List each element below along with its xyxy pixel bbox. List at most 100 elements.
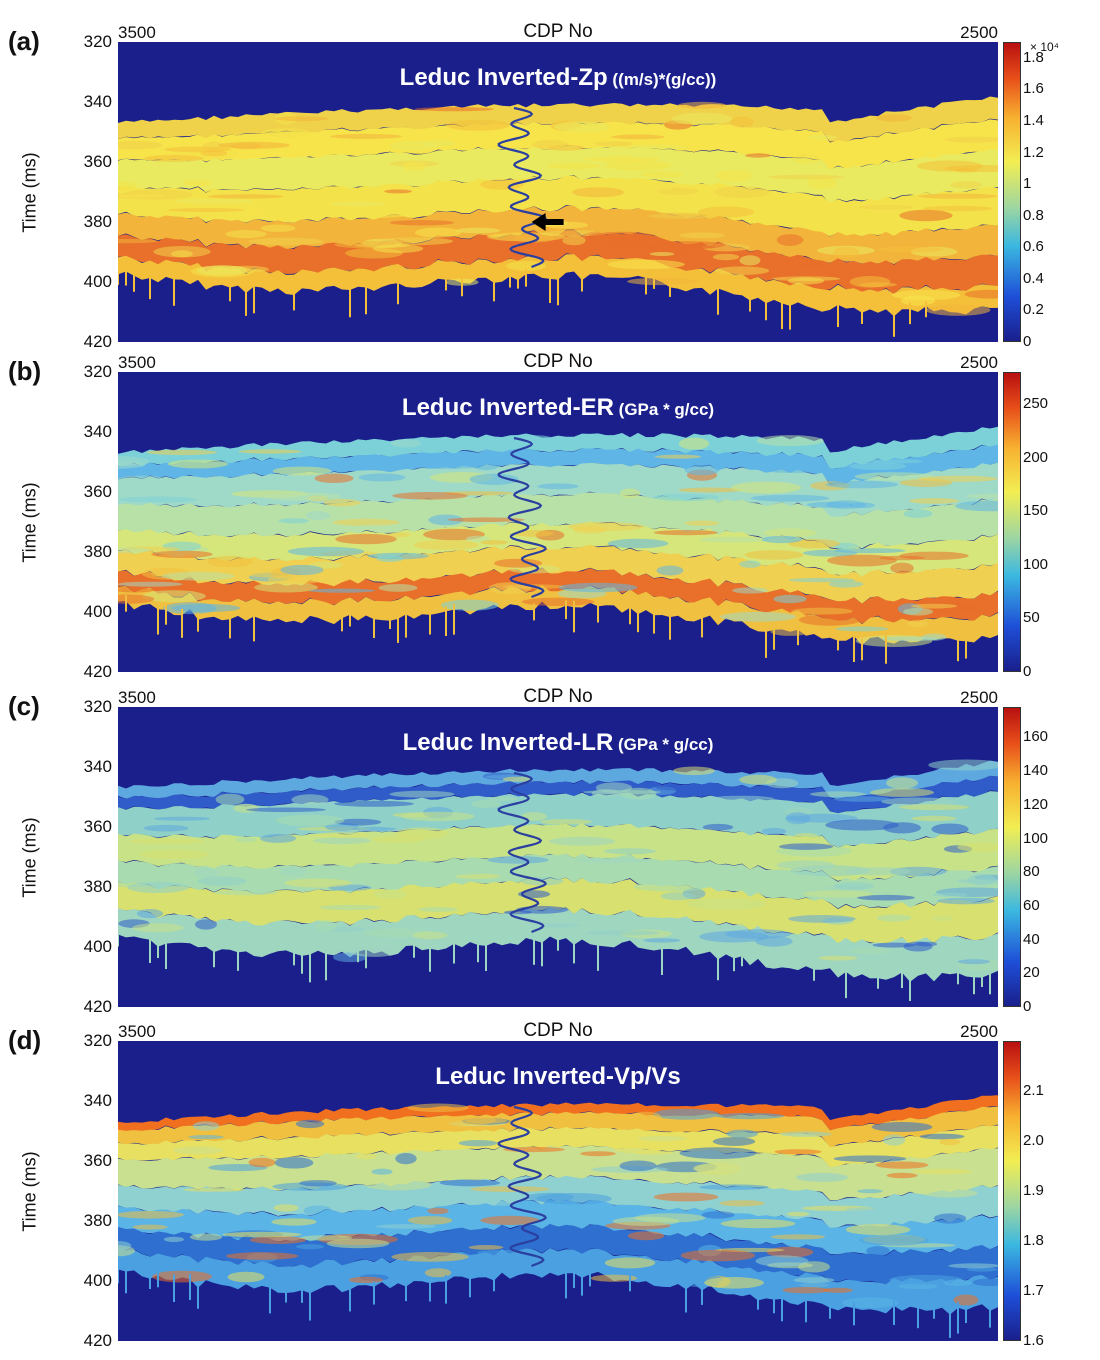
texture-blob — [521, 597, 595, 606]
texture-blob — [770, 627, 810, 636]
texture-blob — [358, 473, 406, 482]
texture-blob — [296, 1244, 324, 1250]
texture-blob — [692, 1163, 744, 1174]
texture-blob — [455, 1191, 517, 1199]
colorbar-tick-label: 1.9 — [1023, 1182, 1044, 1199]
texture-blob — [854, 472, 934, 481]
texture-blob — [917, 160, 983, 172]
layer-band — [118, 254, 998, 317]
texture-blob — [679, 1147, 757, 1159]
texture-blob — [514, 530, 554, 537]
y-tick-label: 360 — [83, 817, 112, 836]
texture-blob — [395, 1153, 417, 1165]
texture-blob — [572, 187, 624, 198]
texture-blob — [825, 480, 899, 489]
texture-blob — [189, 1233, 223, 1241]
texture-blob — [390, 439, 422, 448]
y-tick-label: 340 — [83, 422, 112, 441]
texture-blob — [607, 259, 685, 270]
texture-blob — [643, 938, 681, 943]
colorbar-tick-label: 1.7 — [1023, 1282, 1044, 1299]
x-tick-label: 3500 — [118, 688, 156, 707]
colorbar-tick-label: 0 — [1023, 998, 1032, 1015]
texture-blob — [262, 492, 342, 501]
colorbar-tick-label: 1 — [1023, 175, 1032, 193]
colorbar-tick-label: 40 — [1023, 930, 1040, 948]
texture-blob — [485, 1197, 519, 1206]
texture-blob — [833, 246, 859, 259]
texture-blob — [384, 189, 412, 194]
texture-blob — [433, 867, 491, 875]
texture-blob — [791, 607, 853, 615]
x-tick-label: 2500 — [960, 353, 998, 372]
colorbar-tick-label: 0 — [1023, 663, 1032, 680]
texture-blob — [118, 1211, 184, 1219]
texture-blob — [233, 803, 259, 813]
y-axis-title: Time (ms) — [19, 152, 40, 233]
texture-blob — [857, 1189, 883, 1194]
texture-blob — [192, 1121, 220, 1131]
texture-blob — [944, 136, 998, 143]
texture-blob — [385, 532, 411, 538]
texture-blob — [818, 955, 858, 961]
texture-blob — [439, 1179, 501, 1187]
colorbar-tick-label: 1.8 — [1023, 1232, 1044, 1249]
x-tick-label: 3500 — [118, 353, 156, 372]
texture-blob — [275, 814, 345, 827]
texture-blob — [587, 231, 657, 243]
y-tick-label: 340 — [83, 757, 112, 776]
texture-blob — [714, 186, 770, 198]
texture-blob — [796, 1172, 848, 1182]
texture-blob — [763, 468, 833, 473]
panel-title: Leduc Inverted-LR (GPa * g/cc) — [118, 729, 998, 757]
colorbar — [1003, 707, 1021, 1007]
texture-blob — [677, 101, 727, 109]
texture-blob — [761, 827, 787, 835]
texture-blob — [827, 554, 897, 567]
y-tick-label: 420 — [83, 662, 112, 681]
texture-blob — [164, 146, 232, 153]
texture-blob — [730, 116, 754, 128]
texture-blob — [118, 181, 138, 191]
texture-blob — [733, 918, 767, 927]
texture-blob — [487, 856, 549, 864]
texture-blob — [446, 119, 510, 131]
colorbar — [1003, 1041, 1021, 1341]
texture-blob — [726, 807, 758, 819]
texture-blob — [833, 882, 875, 890]
texture-blob — [957, 959, 991, 965]
texture-blob — [455, 873, 501, 879]
texture-blob — [881, 797, 955, 806]
layer-band — [118, 96, 998, 142]
texture-blob — [425, 166, 483, 172]
texture-blob — [678, 437, 710, 450]
panel-title-unit: (GPa * g/cc) — [613, 400, 715, 419]
texture-blob — [415, 227, 461, 238]
texture-blob — [413, 539, 479, 550]
texture-blob — [806, 501, 854, 508]
texture-blob — [183, 179, 213, 187]
texture-blob — [604, 848, 656, 855]
texture-blob — [355, 1152, 377, 1160]
texture-blob — [391, 1252, 469, 1262]
texture-blob — [469, 473, 519, 485]
texture-blob — [536, 1193, 612, 1205]
texture-blob — [348, 1276, 384, 1283]
texture-blob — [773, 594, 807, 604]
layer-band — [118, 853, 998, 909]
y-tick-label: 400 — [83, 937, 112, 956]
layer-band — [118, 145, 998, 204]
texture-blob — [443, 1115, 497, 1125]
x-tick-label: 2500 — [960, 1022, 998, 1041]
texture-blob — [261, 128, 311, 138]
texture-blob — [506, 261, 546, 271]
texture-blob — [785, 812, 811, 825]
texture-blob — [287, 546, 365, 557]
texture-blob — [323, 498, 361, 507]
colorbar-tick-label: 0.4 — [1023, 269, 1044, 287]
texture-blob — [152, 1270, 212, 1283]
texture-blob — [823, 1287, 853, 1293]
colorbar-tick-label: 1.6 — [1023, 80, 1044, 98]
texture-blob — [313, 832, 371, 839]
texture-blob — [833, 1155, 907, 1162]
